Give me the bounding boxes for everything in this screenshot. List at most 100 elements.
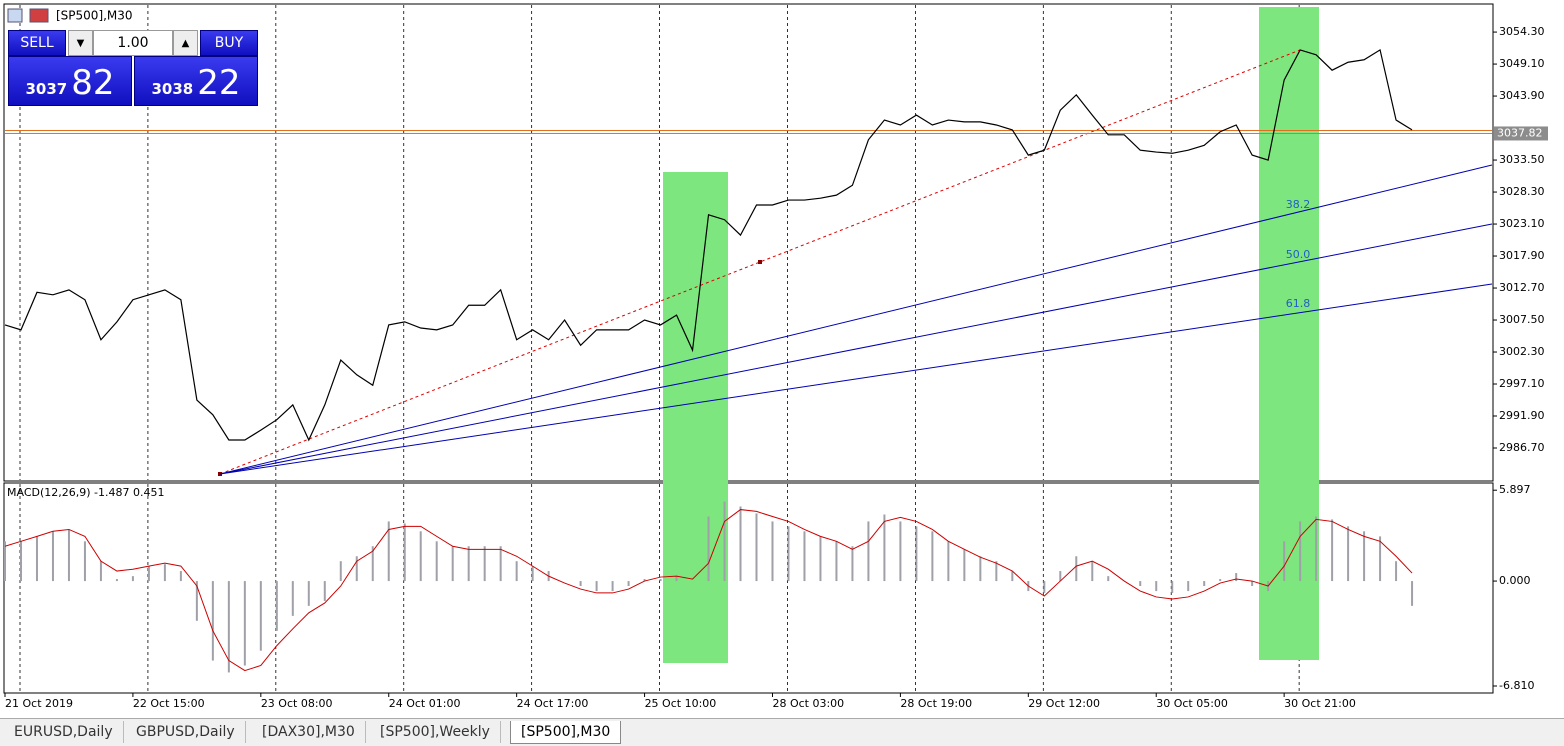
histogram-bar — [99, 561, 102, 582]
fib-label: 38.2 — [1286, 198, 1311, 211]
x-tick-label: 22 Oct 15:00 — [133, 697, 205, 710]
histogram-bar — [1219, 579, 1222, 582]
histogram-bar — [851, 546, 854, 582]
histogram-bar — [867, 521, 870, 582]
histogram-bar — [1395, 561, 1398, 582]
histogram-bar — [771, 521, 774, 582]
histogram-bar — [371, 546, 374, 582]
histogram-bar — [243, 581, 246, 666]
histogram-bar — [4, 541, 6, 582]
histogram-bar — [19, 541, 22, 582]
histogram-bar — [227, 581, 230, 673]
bid-label: 3037.82 — [1497, 126, 1543, 139]
histogram-bar — [675, 576, 678, 582]
histogram-bar — [115, 579, 118, 582]
y-tick-label: 2986.70 — [1499, 441, 1545, 454]
tab[interactable]: EURUSD,Daily — [4, 721, 124, 743]
histogram-bar — [1379, 536, 1382, 582]
fib-label: 61.8 — [1286, 297, 1311, 310]
signal-line — [4, 509, 1413, 672]
histogram-bar — [1299, 521, 1302, 582]
tab[interactable]: [SP500],Weekly — [370, 721, 501, 743]
tab-bar: EURUSD,Daily GBPUSD,Daily [DAX30],M30 [SP50… — [0, 718, 1564, 746]
tab[interactable]: GBPUSD,Daily — [126, 721, 246, 743]
histogram-bar — [931, 531, 934, 582]
price-head: 3037 — [25, 80, 68, 98]
histogram-bar — [1283, 541, 1286, 582]
histogram-bar — [307, 581, 310, 606]
price-head: 3038 — [151, 80, 194, 98]
y-tick-label: 3007.50 — [1499, 313, 1545, 326]
y-tick-label: 2997.10 — [1499, 377, 1545, 390]
histogram-bar — [499, 546, 502, 582]
sell-price[interactable]: 3037 82 — [8, 56, 132, 106]
histogram-bar — [803, 531, 806, 582]
histogram-bar — [195, 581, 198, 621]
histogram-bar — [1011, 571, 1014, 582]
histogram-bar — [995, 561, 998, 582]
price-line — [4, 48, 1413, 442]
fan-line — [219, 223, 1493, 475]
trend-line — [219, 49, 1301, 475]
histogram-bar — [1203, 581, 1206, 586]
histogram-bar — [1091, 561, 1094, 582]
histogram-bar — [579, 581, 582, 586]
lots-down[interactable]: ▼ — [68, 30, 93, 56]
histogram-bar — [259, 581, 262, 651]
fan-line — [219, 164, 1493, 475]
histogram-bar — [147, 566, 150, 582]
histogram-bar — [83, 541, 86, 582]
histogram-bar — [35, 536, 38, 582]
y-tick-label: 3033.50 — [1499, 153, 1545, 166]
y-tick-label: 3028.30 — [1499, 185, 1545, 198]
histogram-bar — [1331, 519, 1334, 582]
histogram-bar — [627, 581, 630, 586]
tab[interactable]: [SP500],M30 — [510, 721, 622, 744]
x-tick-label: 24 Oct 17:00 — [517, 697, 589, 710]
sell-button[interactable]: SELL — [8, 30, 66, 56]
histogram-bar — [1411, 581, 1414, 606]
histogram-bar — [163, 564, 166, 582]
histogram-bar — [883, 514, 886, 582]
buy-button[interactable]: BUY — [200, 30, 258, 56]
anchor — [758, 260, 762, 264]
window-title: [SP500],M30 — [56, 9, 133, 23]
histogram-bar — [1139, 581, 1142, 586]
fib-label: 50.0 — [1286, 248, 1311, 261]
histogram-bar — [67, 529, 70, 582]
y-tick-label: 3043.90 — [1499, 89, 1545, 102]
x-tick-label: 29 Oct 12:00 — [1028, 697, 1100, 710]
icon — [29, 8, 49, 23]
icon — [7, 8, 23, 23]
histogram-bar — [51, 531, 54, 582]
buy-price[interactable]: 3038 22 — [134, 56, 258, 106]
histogram-bar — [899, 521, 902, 582]
lots-input[interactable]: 1.00 — [93, 30, 173, 56]
histogram-bar — [787, 526, 790, 582]
histogram-bar — [643, 579, 646, 582]
x-tick-label: 21 Oct 2019 — [5, 697, 73, 710]
histogram-bar — [963, 549, 966, 582]
lots-up[interactable]: ▲ — [173, 30, 198, 56]
histogram-bar — [707, 516, 710, 582]
histogram-bar — [1187, 581, 1190, 592]
histogram-bar — [355, 556, 358, 582]
histogram-bar — [339, 561, 342, 582]
histogram-bar — [403, 523, 406, 582]
y-tick-label: -6.810 — [1499, 679, 1534, 692]
histogram-bar — [1347, 526, 1350, 582]
histogram-bar — [211, 581, 214, 661]
histogram-bar — [1075, 556, 1078, 582]
tab[interactable]: [DAX30],M30 — [252, 721, 366, 743]
histogram-bar — [131, 576, 134, 582]
histogram-bar — [483, 546, 486, 582]
histogram-bar — [275, 581, 278, 631]
histogram-bar — [1235, 573, 1238, 582]
highlight — [1259, 7, 1319, 660]
histogram-bar — [1251, 581, 1254, 586]
x-tick-label: 30 Oct 21:00 — [1284, 697, 1356, 710]
indicator-title: MACD(12,26,9) -1.487 0.451 — [7, 486, 165, 499]
histogram-bar — [1171, 581, 1174, 593]
fan-line — [219, 283, 1493, 475]
